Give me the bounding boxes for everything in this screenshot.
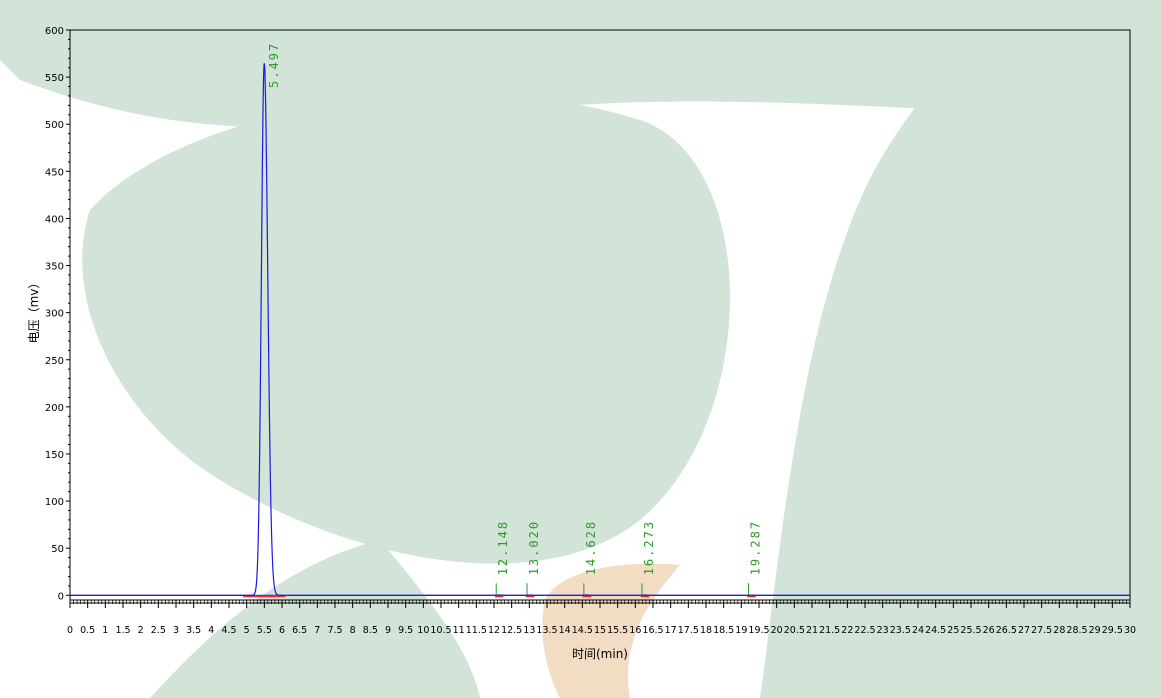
x-tick-label: 12 <box>488 625 500 636</box>
chromatogram-trace <box>70 63 1130 596</box>
x-tick-label: 20 <box>771 625 783 636</box>
x-tick-label: 21 <box>806 625 818 636</box>
x-tick-label: 15.5 <box>607 625 628 636</box>
x-tick-label: 7 <box>314 625 320 636</box>
watermark-leaf-right <box>760 47 1161 698</box>
y-tick-label: 500 <box>45 120 64 131</box>
y-tick-label: 600 <box>45 26 64 37</box>
x-tick-label: 15 <box>594 625 606 636</box>
x-tick-label: 18 <box>700 625 712 636</box>
y-tick-label: 550 <box>45 73 64 84</box>
peak-label: 16.273 <box>642 520 656 575</box>
x-tick-label: 5 <box>244 625 250 636</box>
x-tick-label: 2.5 <box>151 625 166 636</box>
x-tick-label: 14 <box>559 625 571 636</box>
peak-label: 13.020 <box>527 520 541 575</box>
x-tick-label: 11.5 <box>466 625 487 636</box>
x-tick-label: 27 <box>1018 625 1030 636</box>
x-tick-label: 26.5 <box>996 625 1017 636</box>
x-tick-label: 17 <box>665 625 677 636</box>
x-tick-label: 30 <box>1124 625 1136 636</box>
peak-label-group: 5.497 12.148 13.020 14.628 16.273 19.287 <box>267 42 762 575</box>
integration-marker-group <box>243 583 756 598</box>
y-tick-label: 200 <box>45 403 64 414</box>
y-tick-label: 400 <box>45 214 64 225</box>
x-tick-label: 7.5 <box>327 625 342 636</box>
x-tick-label: 6.5 <box>292 625 307 636</box>
y-tick-label: 250 <box>45 356 64 367</box>
x-tick-label: 13.5 <box>536 625 557 636</box>
y-axis-title: 电压（mv） <box>27 277 41 344</box>
x-tick-label: 10.5 <box>430 625 451 636</box>
x-tick-label: 0 <box>67 625 73 636</box>
x-tick-label: 22.5 <box>854 625 875 636</box>
peak-label: 14.628 <box>584 520 598 575</box>
y-tick-label: 350 <box>45 262 64 273</box>
x-tick-label: 10 <box>417 625 429 636</box>
x-tick-label: 21.5 <box>819 625 840 636</box>
x-tick-label: 3 <box>173 625 179 636</box>
x-tick-label: 1.5 <box>115 625 130 636</box>
watermark-flame <box>542 563 680 698</box>
plot-frame <box>69 29 1131 601</box>
watermark-leaf-left <box>0 0 1161 128</box>
x-tick-label: 6 <box>279 625 285 636</box>
x-tick-label: 2 <box>138 625 144 636</box>
watermark-leaf-bottom <box>150 540 480 698</box>
x-tick-label: 27.5 <box>1031 625 1052 636</box>
x-tick-label: 11 <box>453 625 465 636</box>
x-tick-label: 14.5 <box>572 625 593 636</box>
x-tick-label: 18.5 <box>713 625 734 636</box>
x-tick-label: 5.5 <box>257 625 272 636</box>
x-tick-label: 23 <box>877 625 889 636</box>
x-tick-label: 24.5 <box>925 625 946 636</box>
x-tick-label: 9.5 <box>398 625 413 636</box>
y-tick-label: 300 <box>45 309 64 320</box>
peak-label: 5.497 <box>267 42 281 88</box>
x-tick-label: 9 <box>385 625 391 636</box>
x-tick-label: 4 <box>208 625 214 636</box>
x-tick-label: 29.5 <box>1102 625 1123 636</box>
y-tick-label: 450 <box>45 167 64 178</box>
x-tick-label: 25 <box>947 625 959 636</box>
y-tick-label: 100 <box>45 497 64 508</box>
x-tick-label: 8 <box>350 625 356 636</box>
x-tick-label: 16.5 <box>642 625 663 636</box>
x-tick-label: 24 <box>912 625 924 636</box>
x-tick-label: 17.5 <box>678 625 699 636</box>
watermark-leaf-center <box>82 94 730 564</box>
x-tick-label: 8.5 <box>363 625 378 636</box>
x-tick-label: 28 <box>1053 625 1065 636</box>
peak-label: 19.287 <box>748 520 762 575</box>
y-tick-label: 50 <box>51 544 64 555</box>
x-tick-group: 0 0.5 1 1.5 2 2.5 3 3.5 4 4.5 5 5.5 6 6.5 7 7.5 8 8.5 9 9.5… <box>67 600 1136 636</box>
x-tick-label: 1 <box>102 625 108 636</box>
x-tick-label: 16 <box>629 625 641 636</box>
x-tick-label: 3.5 <box>186 625 201 636</box>
x-axis-title: 时间(min) <box>572 647 628 661</box>
x-tick-label: 20.5 <box>784 625 805 636</box>
x-tick-label: 25.5 <box>960 625 981 636</box>
x-tick-label: 13 <box>523 625 535 636</box>
x-tick-label: 28.5 <box>1066 625 1087 636</box>
x-tick-label: 26 <box>983 625 995 636</box>
x-tick-label: 19.5 <box>748 625 769 636</box>
x-tick-label: 29 <box>1089 625 1101 636</box>
y-tick-label: 150 <box>45 450 64 461</box>
x-tick-label: 0.5 <box>80 625 95 636</box>
y-tick-label: 0 <box>58 591 64 602</box>
peak-label: 12.148 <box>496 520 510 575</box>
x-tick-label: 19 <box>735 625 747 636</box>
x-tick-label: 4.5 <box>221 625 236 636</box>
x-tick-label: 23.5 <box>890 625 911 636</box>
x-tick-label: 12.5 <box>501 625 522 636</box>
x-tick-label: 22 <box>841 625 853 636</box>
